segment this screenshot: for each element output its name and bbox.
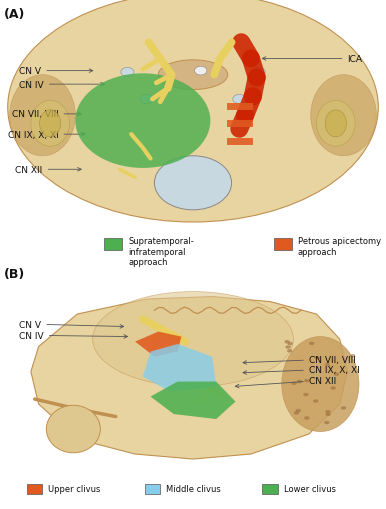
FancyBboxPatch shape — [104, 239, 122, 251]
Circle shape — [296, 409, 301, 412]
Circle shape — [233, 95, 246, 104]
Text: CN IV: CN IV — [19, 331, 127, 340]
Text: CN VII, VIII: CN VII, VIII — [12, 110, 81, 119]
Circle shape — [304, 379, 310, 383]
Polygon shape — [31, 297, 347, 459]
Circle shape — [297, 380, 302, 384]
Circle shape — [325, 363, 330, 366]
Circle shape — [324, 421, 330, 425]
Ellipse shape — [158, 61, 228, 91]
Text: CN XII: CN XII — [235, 376, 336, 388]
Circle shape — [285, 346, 291, 349]
Ellipse shape — [31, 101, 69, 147]
Polygon shape — [143, 345, 216, 392]
Ellipse shape — [39, 110, 61, 137]
Circle shape — [140, 95, 153, 104]
Circle shape — [154, 156, 232, 210]
Circle shape — [334, 373, 339, 376]
Text: Supratemporal-
infratemporal
approach: Supratemporal- infratemporal approach — [128, 237, 194, 267]
Polygon shape — [135, 332, 181, 357]
Text: Upper clivus: Upper clivus — [48, 484, 101, 493]
FancyBboxPatch shape — [262, 484, 278, 494]
Circle shape — [287, 349, 292, 353]
Circle shape — [252, 68, 265, 77]
Circle shape — [75, 74, 210, 168]
Text: Lower clivus: Lower clivus — [284, 484, 336, 493]
Text: CN V: CN V — [19, 320, 124, 329]
Text: CN IX, X, XI: CN IX, X, XI — [243, 365, 359, 375]
Ellipse shape — [282, 337, 359, 432]
Circle shape — [195, 67, 207, 76]
Circle shape — [309, 342, 314, 346]
Text: CN VII, VIII: CN VII, VIII — [243, 355, 356, 364]
Circle shape — [330, 386, 336, 390]
Ellipse shape — [10, 75, 75, 156]
Text: Petrous apicectomy
approach: Petrous apicectomy approach — [298, 237, 381, 256]
Circle shape — [325, 413, 331, 416]
Circle shape — [341, 406, 346, 410]
Circle shape — [291, 382, 297, 385]
Circle shape — [303, 393, 309, 397]
Circle shape — [284, 341, 290, 344]
Text: CN IV: CN IV — [19, 80, 104, 90]
Circle shape — [121, 68, 134, 77]
Text: Middle clivus: Middle clivus — [166, 484, 221, 493]
Ellipse shape — [311, 75, 376, 156]
Text: (A): (A) — [4, 8, 25, 21]
Circle shape — [288, 342, 293, 346]
FancyBboxPatch shape — [27, 484, 42, 494]
Ellipse shape — [93, 292, 293, 387]
Ellipse shape — [325, 110, 347, 137]
Text: CN XII: CN XII — [15, 165, 81, 175]
Ellipse shape — [317, 101, 355, 147]
Circle shape — [325, 410, 330, 413]
Circle shape — [294, 411, 299, 415]
Circle shape — [350, 354, 356, 358]
Text: CN V: CN V — [19, 67, 93, 76]
Ellipse shape — [46, 406, 100, 453]
Ellipse shape — [8, 0, 378, 222]
FancyBboxPatch shape — [145, 484, 160, 494]
Circle shape — [304, 416, 310, 420]
Polygon shape — [151, 382, 235, 419]
Circle shape — [315, 356, 320, 360]
FancyBboxPatch shape — [274, 239, 292, 251]
Text: ICA: ICA — [262, 55, 362, 64]
Circle shape — [313, 400, 318, 403]
Text: CN IX, X, XI: CN IX, X, XI — [8, 130, 85, 139]
Text: (B): (B) — [4, 267, 25, 280]
